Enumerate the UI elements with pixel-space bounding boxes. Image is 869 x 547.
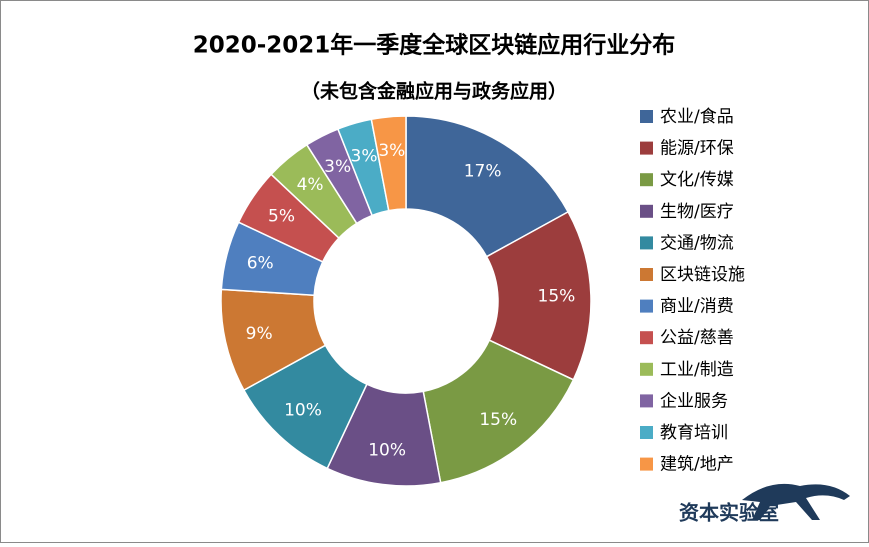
chart-subtitle: （未包含金融应用与政务应用） — [301, 80, 567, 103]
data-label: 15% — [479, 410, 517, 430]
legend-swatch — [640, 110, 653, 123]
data-label: 9% — [246, 324, 273, 344]
donut-slice — [422, 339, 575, 484]
data-label: 4% — [297, 175, 324, 195]
legend-label: 教育培训 — [660, 423, 728, 443]
logo — [742, 483, 850, 520]
legend-label: 区块链设施 — [660, 265, 745, 285]
legend-swatch — [640, 236, 653, 250]
data-label: 15% — [538, 286, 576, 306]
legend-swatch — [640, 268, 653, 281]
legend-swatch — [640, 362, 653, 376]
legend-swatch — [640, 173, 653, 187]
legend-label: 建筑/地产 — [660, 455, 734, 475]
donut-slice — [370, 115, 407, 212]
data-label: 17% — [464, 161, 502, 181]
data-label: 6% — [247, 254, 274, 274]
watermark: 资本实验室 — [679, 501, 779, 525]
legend-swatch — [640, 426, 653, 439]
data-label: 3% — [324, 157, 351, 177]
chart-title: 2020-2021年一季度全球区块链应用行业分布 — [193, 32, 676, 59]
legend-label: 文化/传媒 — [660, 170, 734, 190]
donut-slice — [485, 210, 592, 381]
legend-swatch — [640, 299, 653, 313]
legend-label: 生物/医疗 — [660, 202, 734, 222]
data-label: 10% — [368, 440, 406, 460]
data-label: 3% — [378, 141, 405, 161]
data-label: 5% — [268, 206, 295, 226]
legend-label: 工业/制造 — [660, 360, 734, 380]
data-label: 10% — [284, 401, 322, 421]
legend-swatch — [640, 141, 653, 155]
legend-label: 农业/食品 — [660, 107, 734, 127]
legend-label: 交通/物流 — [660, 233, 734, 253]
legend-swatch — [640, 457, 653, 471]
legend-swatch — [640, 204, 653, 218]
legend-swatch — [640, 394, 653, 408]
donut-slice — [405, 115, 570, 258]
legend-label: 能源/环保 — [660, 139, 734, 159]
legend-label: 商业/消费 — [660, 297, 734, 317]
legend-label: 公益/慈善 — [660, 328, 734, 348]
data-label: 3% — [351, 146, 378, 166]
legend-label: 企业服务 — [660, 391, 728, 411]
legend-swatch — [640, 331, 653, 345]
